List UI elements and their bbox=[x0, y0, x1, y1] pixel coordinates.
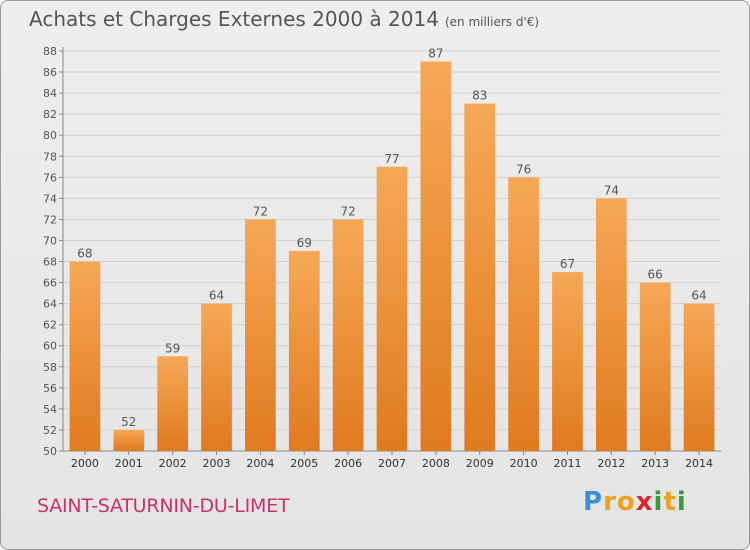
logo-letter: x bbox=[635, 487, 654, 517]
logo-letter: P bbox=[583, 487, 604, 517]
chart-title: Achats et Charges Externes 2000 à 2014 (e… bbox=[29, 7, 539, 31]
place-name: SAINT-SATURNIN-DU-LIMET bbox=[37, 495, 290, 517]
value-label: 64 bbox=[209, 289, 224, 303]
y-tick-label: 64 bbox=[43, 298, 57, 311]
bar-2014 bbox=[683, 303, 715, 451]
value-label: 72 bbox=[340, 204, 355, 218]
value-label: 59 bbox=[165, 341, 180, 355]
bar-2004 bbox=[245, 219, 276, 451]
bar-2003 bbox=[201, 303, 232, 451]
bar-2012 bbox=[595, 198, 627, 451]
bar-2001 bbox=[113, 429, 145, 451]
y-tick-label: 76 bbox=[43, 171, 57, 184]
x-tick-label: 2000 bbox=[71, 457, 99, 470]
value-label: 83 bbox=[472, 89, 487, 103]
value-label: 87 bbox=[428, 47, 443, 61]
y-tick-label: 54 bbox=[43, 403, 57, 416]
y-tick-label: 60 bbox=[43, 340, 57, 353]
logo-letter: i bbox=[676, 487, 687, 517]
x-tick-label: 2001 bbox=[115, 457, 143, 470]
y-tick-label: 56 bbox=[43, 382, 57, 395]
x-tick-label: 2012 bbox=[597, 457, 625, 470]
value-label: 66 bbox=[648, 268, 663, 282]
x-tick-label: 2008 bbox=[422, 457, 450, 470]
x-tick-label: 2006 bbox=[334, 457, 362, 470]
logo-letter: i bbox=[653, 487, 664, 517]
bar-2006 bbox=[332, 219, 364, 451]
x-tick-label: 2014 bbox=[685, 457, 713, 470]
bar-2010 bbox=[508, 177, 539, 451]
y-tick-label: 58 bbox=[43, 361, 57, 374]
bar-2007 bbox=[376, 166, 408, 451]
value-label: 76 bbox=[516, 162, 531, 176]
value-label: 68 bbox=[77, 247, 92, 261]
y-tick-label: 80 bbox=[43, 129, 57, 142]
bar-2000 bbox=[69, 261, 101, 451]
value-label: 74 bbox=[604, 183, 619, 197]
y-tick-label: 70 bbox=[43, 234, 57, 247]
value-label: 77 bbox=[384, 152, 399, 166]
y-tick-label: 84 bbox=[43, 87, 57, 100]
value-label: 64 bbox=[691, 289, 706, 303]
y-tick-label: 74 bbox=[43, 192, 57, 205]
x-tick-label: 2009 bbox=[466, 457, 494, 470]
value-label: 67 bbox=[560, 257, 575, 271]
y-tick-label: 68 bbox=[43, 256, 57, 269]
x-tick-label: 2013 bbox=[641, 457, 669, 470]
bar-2013 bbox=[639, 282, 671, 451]
bar-2009 bbox=[464, 103, 496, 451]
bar-2008 bbox=[420, 61, 452, 452]
x-tick-label: 2002 bbox=[159, 457, 187, 470]
x-tick-label: 2007 bbox=[378, 457, 406, 470]
labels: 50 52 54 56 58 60 62 64 66 68 70 72 74 76 78 80 82 84 86 88… bbox=[43, 45, 713, 470]
x-tick-label: 2011 bbox=[553, 457, 581, 470]
y-tick-label: 88 bbox=[43, 45, 57, 58]
x-tick-label: 2005 bbox=[290, 457, 318, 470]
chart-title-text: Achats et Charges Externes 2000 à 2014 bbox=[29, 7, 439, 31]
bar-2002 bbox=[157, 356, 189, 451]
y-tick-label: 86 bbox=[43, 66, 57, 79]
logo-letter: t bbox=[663, 487, 677, 517]
y-tick-label: 78 bbox=[43, 150, 57, 163]
y-tick-label: 66 bbox=[43, 277, 57, 290]
x-tick-label: 2003 bbox=[203, 457, 231, 470]
proxiti-logo[interactable]: Proxiti bbox=[583, 487, 687, 517]
y-tick-label: 82 bbox=[43, 108, 57, 121]
value-label: 72 bbox=[253, 204, 268, 218]
y-tick-label: 50 bbox=[43, 445, 57, 458]
x-tick-label: 2004 bbox=[246, 457, 274, 470]
bar-2011 bbox=[552, 272, 583, 451]
value-label: 52 bbox=[121, 415, 136, 429]
y-tick-label: 62 bbox=[43, 319, 57, 332]
y-tick-label: 52 bbox=[43, 424, 57, 437]
logo-letter: r bbox=[603, 487, 617, 517]
x-tick-label: 2010 bbox=[510, 457, 538, 470]
y-tick-label: 72 bbox=[43, 213, 57, 226]
bar-2005 bbox=[288, 251, 320, 451]
value-label: 69 bbox=[297, 236, 312, 250]
bars bbox=[69, 61, 715, 452]
logo-letter: o bbox=[616, 487, 636, 517]
chart-subtitle: (en milliers d'€) bbox=[444, 15, 540, 29]
